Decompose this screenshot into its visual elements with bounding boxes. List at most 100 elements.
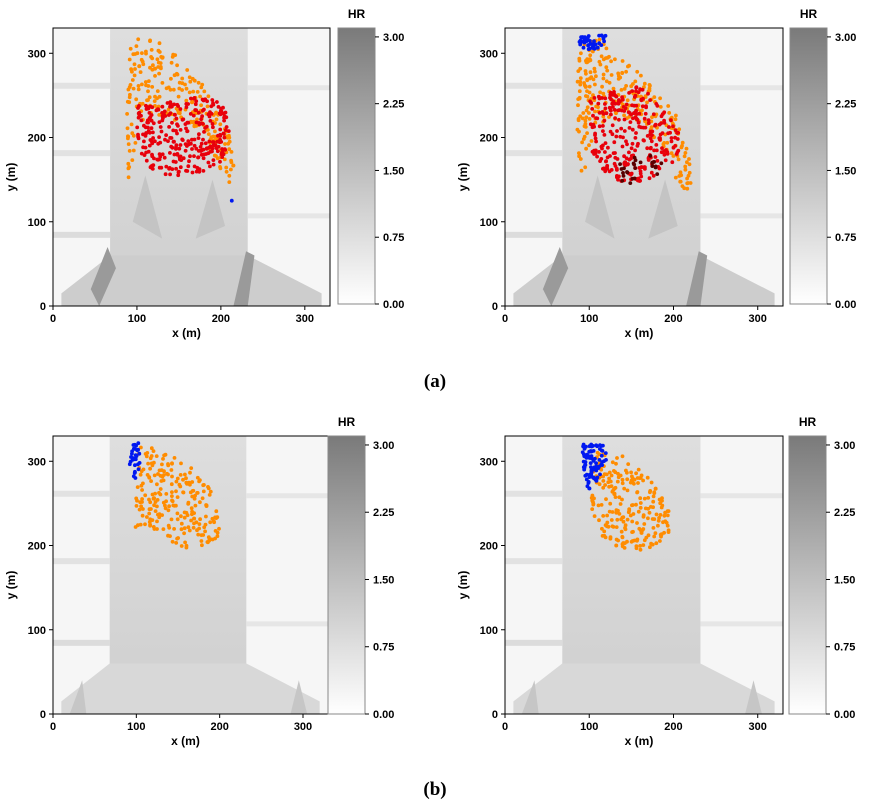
scatter-point-orange: [201, 489, 206, 494]
scatter-point-orange: [130, 78, 135, 82]
scatter-point-orange: [166, 533, 170, 538]
scatter-point-red: [192, 154, 196, 159]
colorbar-title: HR: [799, 415, 817, 429]
scatter-point-red: [201, 156, 206, 161]
scatter-point-red: [614, 166, 619, 171]
scatter-point-orange: [150, 518, 155, 522]
scatter-point-orange: [603, 483, 607, 487]
scatter-point-orange: [583, 69, 588, 73]
scatter-point-orange: [592, 514, 597, 518]
scatter-point-blue: [597, 464, 601, 469]
scatter-point-orange: [229, 150, 234, 154]
subplot-1: 0 100 200 300 0 100 200 300 x (m) y (m) HR 0.00 0.75…: [4, 7, 404, 340]
scatter-point-orange: [162, 469, 166, 474]
scatter-point-orange: [136, 87, 141, 92]
scatter-point-orange: [658, 105, 663, 109]
scatter-point-orange: [578, 114, 583, 119]
scatter-point-red: [221, 151, 225, 156]
scatter-point-orange: [648, 490, 652, 495]
y-tick-label: 200: [28, 133, 46, 145]
scatter-point-red: [162, 155, 167, 160]
scatter-point-orange: [189, 506, 194, 511]
scatter-point-orange: [666, 528, 671, 533]
scatter-point-orange: [157, 50, 162, 54]
scatter-point-orange: [188, 79, 193, 84]
scatter-point-orange: [609, 59, 613, 64]
scatter-point-orange: [628, 513, 633, 518]
scatter-point-red: [613, 155, 618, 160]
scatter-point-orange: [638, 544, 642, 548]
scatter-point-red: [191, 113, 196, 118]
scatter-point-orange: [208, 520, 213, 525]
ridge-shade: [648, 179, 678, 239]
scatter-point-orange: [155, 89, 160, 93]
scatter-point-red: [201, 137, 205, 142]
scatter-point-red: [603, 102, 607, 106]
scatter-point-orange: [600, 84, 604, 89]
scatter-point-orange: [614, 111, 618, 116]
scatter-point-red: [644, 104, 648, 108]
scatter-point-blue: [589, 444, 594, 449]
scatter-point-red: [639, 97, 644, 102]
scatter-point-red: [603, 106, 608, 111]
scatter-point-orange: [630, 519, 635, 524]
scatter-point-red: [199, 141, 204, 146]
scatter-point-red: [636, 141, 640, 146]
scatter-point-orange: [635, 490, 640, 494]
scatter-point-red: [154, 108, 159, 113]
scatter-point-orange: [135, 485, 140, 489]
colorbar-tick-label: 2.25: [383, 99, 404, 111]
scatter-point-red: [627, 126, 632, 130]
scatter-point-orange: [678, 179, 683, 184]
scatter-point-orange: [616, 471, 620, 476]
scatter-point-red: [153, 139, 157, 144]
scatter-point-orange: [182, 526, 187, 531]
scatter-point-red: [617, 117, 621, 122]
scatter-point-orange: [639, 530, 644, 535]
scatter-point-orange: [666, 509, 671, 513]
scatter-point-red: [609, 168, 614, 172]
scatter-point-orange: [601, 76, 606, 81]
scatter-point-red: [612, 90, 616, 94]
scatter-points: [575, 33, 693, 191]
scatter-point-red: [160, 118, 165, 123]
scatter-point-orange: [164, 492, 169, 496]
colorbar: HR 0.00 0.75 1.50 2.25 3.00: [337, 7, 404, 311]
scatter-point-orange: [166, 523, 171, 528]
scatter-point-orange: [172, 503, 177, 508]
scatter-point-red: [666, 131, 670, 136]
scatter-point-orange: [150, 85, 155, 89]
scatter-point-orange: [198, 94, 203, 99]
scatter-point-orange: [177, 482, 182, 487]
scatter-point-red: [144, 158, 149, 163]
scatter-point-orange: [169, 482, 174, 487]
scatter-point-orange: [603, 535, 608, 540]
scatter-point-orange: [227, 147, 232, 152]
scatter-point-darkred: [619, 167, 624, 171]
scatter-point-red: [184, 102, 189, 106]
scatter-point-orange: [197, 479, 202, 484]
scatter-point-red: [189, 96, 193, 101]
scatter-point-red: [157, 157, 162, 162]
scatter-point-orange: [204, 503, 209, 508]
scatter-point-red: [615, 129, 619, 133]
scatter-point-red: [146, 120, 151, 125]
scatter-point-orange: [175, 476, 180, 481]
scatter-point-orange: [598, 62, 603, 67]
scatter-point-orange: [687, 162, 692, 167]
scatter-point-red: [638, 171, 643, 176]
scatter-point-orange: [187, 75, 192, 80]
scatter-point-orange: [147, 511, 152, 516]
scatter-point-red: [168, 151, 172, 155]
scatter-point-orange: [195, 491, 200, 495]
scatter-point-orange: [652, 95, 657, 99]
scatter-point-orange: [170, 461, 174, 466]
scatter-point-red: [602, 166, 606, 171]
scatter-point-red: [669, 118, 673, 123]
scatter-point-orange: [174, 489, 178, 494]
scatter-point-orange: [227, 180, 232, 185]
scatter-point-orange: [620, 454, 625, 459]
scatter-point-orange: [140, 51, 144, 55]
scatter-point-orange: [642, 496, 647, 501]
scatter-point-orange: [613, 485, 618, 490]
